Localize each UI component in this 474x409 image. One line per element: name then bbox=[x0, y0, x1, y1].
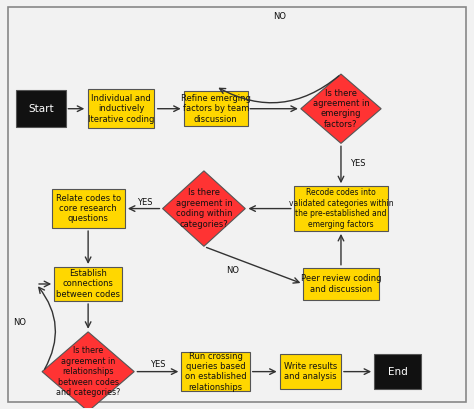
FancyBboxPatch shape bbox=[88, 89, 155, 128]
Text: NO: NO bbox=[273, 13, 286, 22]
Text: Refine emerging
factors by team
discussion: Refine emerging factors by team discussi… bbox=[181, 94, 251, 124]
Text: Is there
agreement in
emerging
factors?: Is there agreement in emerging factors? bbox=[312, 89, 369, 129]
Text: Individual and
inductively
Iterative coding: Individual and inductively Iterative cod… bbox=[88, 94, 155, 124]
Text: Run crossing
queries based
on established
relationships: Run crossing queries based on establishe… bbox=[185, 351, 246, 392]
Text: NO: NO bbox=[226, 266, 239, 275]
FancyBboxPatch shape bbox=[16, 90, 66, 127]
Text: End: End bbox=[388, 366, 408, 377]
Text: YES: YES bbox=[150, 360, 166, 369]
Text: Start: Start bbox=[28, 104, 54, 114]
Text: Recode codes into
validated categories within
the pre-established and
emerging f: Recode codes into validated categories w… bbox=[289, 189, 393, 229]
Text: Is there
agreement in
coding within
categories?: Is there agreement in coding within cate… bbox=[175, 189, 232, 229]
FancyBboxPatch shape bbox=[52, 189, 125, 228]
Text: YES: YES bbox=[137, 198, 153, 207]
Text: Write results
and analysis: Write results and analysis bbox=[283, 362, 337, 381]
FancyBboxPatch shape bbox=[280, 354, 341, 389]
Text: Peer review coding
and discussion: Peer review coding and discussion bbox=[301, 274, 381, 294]
Text: Establish
connections
between codes: Establish connections between codes bbox=[56, 269, 120, 299]
FancyBboxPatch shape bbox=[182, 352, 250, 391]
FancyBboxPatch shape bbox=[184, 91, 247, 126]
Text: Is there
agreement in
relationships
between codes
and categories?: Is there agreement in relationships betw… bbox=[56, 346, 120, 397]
FancyBboxPatch shape bbox=[294, 186, 388, 231]
Text: YES: YES bbox=[350, 159, 366, 168]
Polygon shape bbox=[301, 74, 381, 144]
Polygon shape bbox=[42, 332, 134, 409]
Text: NO: NO bbox=[13, 318, 26, 327]
FancyBboxPatch shape bbox=[54, 267, 122, 301]
Polygon shape bbox=[163, 171, 245, 246]
FancyBboxPatch shape bbox=[303, 267, 379, 300]
FancyBboxPatch shape bbox=[374, 354, 421, 389]
Text: Relate codes to
core research
questions: Relate codes to core research questions bbox=[55, 194, 121, 223]
